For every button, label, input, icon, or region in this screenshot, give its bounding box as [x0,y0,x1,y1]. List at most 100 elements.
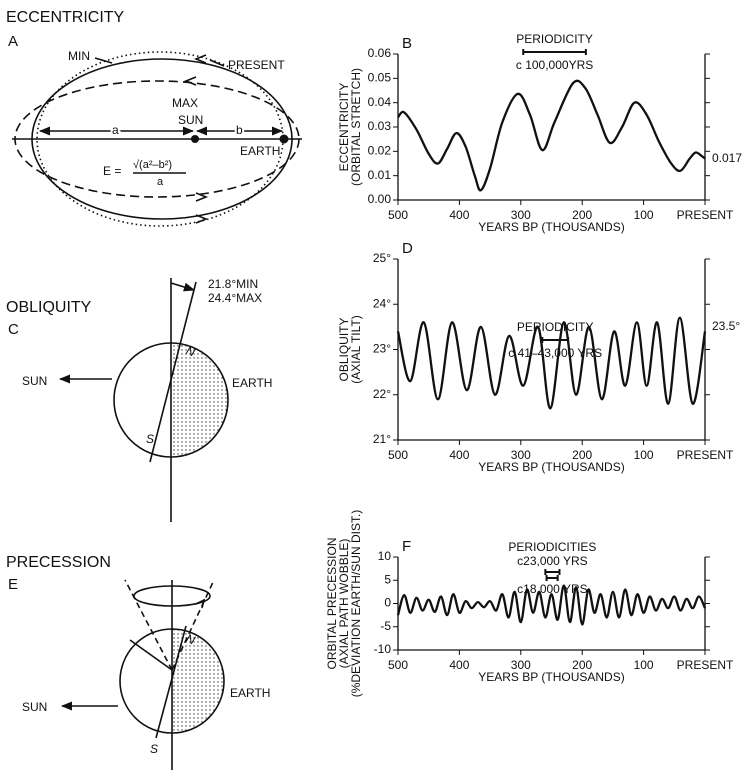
y-axis-label: (AXIAL TILT) [349,315,363,383]
y-axis-label: ECCENTRICITY [337,83,351,172]
x-tick-label: 100 [634,448,654,462]
periodicity-title: PERIODICITY [517,320,594,334]
cone-edge [171,579,215,671]
label: SUN [178,113,203,127]
x-axis-label: YEARS BP (THOUSANDS) [478,220,624,234]
x-tick-label: 300 [511,208,531,222]
y-axis-label: (%DEVIATION EARTH/SUN DIST.) [349,510,363,698]
night-side [171,343,228,457]
x-tick-label: 300 [511,658,531,672]
label: EARTH [230,686,270,700]
orbit-arrows [183,54,209,224]
y-tick-label: 21° [373,432,391,446]
y-tick-label: 25° [373,251,391,265]
period-label: c 41–43,000 YRS [508,346,602,360]
label: SUN [22,700,47,714]
wobble-path [133,585,211,607]
label: PRESENT [228,58,285,72]
x-axis-label: YEARS BP (THOUSANDS) [478,460,624,474]
precession-diagram: PRECESSION E N S SUN EARTH [6,554,270,770]
right-annotation: 0.017 [712,151,742,165]
x-tick-label: 300 [511,448,531,462]
tilt-axis [149,281,197,463]
y-tick-label: 0.06 [368,46,392,60]
eccentricity-diagram: ECCENTRICITY A MIN PRESENT MAX SUN a b E… [6,9,302,227]
y-tick-label: 0.05 [368,71,392,85]
tilt-axis [155,625,187,739]
y-tick-label: 0.02 [368,144,392,158]
x-tick-label: PRESENT [677,208,734,222]
y-tick-label: 5 [384,572,391,586]
formula: √(a²–b²) [133,159,172,171]
label: b [236,123,243,137]
y-tick-label: 24° [373,296,391,310]
y-axis-label: OBLIQUITY [337,317,351,381]
period-label: c 100,000YRS [516,58,593,72]
periodicity-title: PERIODICITY [516,32,593,46]
label: S [150,742,158,756]
angle-arrow [170,282,196,292]
y-tick-label: 0.03 [368,119,392,133]
tilt-line [129,639,173,671]
leader [94,57,113,64]
x-tick-label: PRESENT [677,448,734,462]
period-bar [522,49,587,55]
x-tick-label: 200 [572,448,592,462]
formula: E = [103,164,121,178]
section-title: PRECESSION [6,554,111,571]
y-axis-label: (AXIAL PATH WOBBLE) [337,539,351,669]
period-bar [544,569,561,575]
section-title: OBLIQUITY [6,299,92,316]
x-tick-label: 500 [388,658,408,672]
y-tick-label: 0.01 [368,168,392,182]
x-tick-label: PRESENT [677,658,734,672]
y-tick-label: 23° [373,342,391,356]
label: MIN [68,49,90,63]
x-tick-label: 400 [449,448,469,462]
earth-dot [279,134,289,144]
night-side [172,629,224,733]
label: a [112,123,119,137]
y-axis-label: (ORBITAL STRETCH) [349,68,363,186]
y-axis-label: ORBITAL PRECESSION [325,537,339,669]
x-tick-label: 400 [449,658,469,672]
data-line [396,316,707,410]
label: EARTH [240,144,280,158]
data-line [397,79,706,192]
y-tick-label: 0.04 [368,95,392,109]
periodicity-title: PERIODICITIES [508,540,596,554]
period-label: c23,000 YRS [517,554,588,568]
panel-letter: F [402,538,411,555]
period-bar [545,575,559,581]
period-label: c18,000 YRS [517,582,588,596]
label: 24.4°MAX [208,291,262,305]
x-tick-label: 100 [634,658,654,672]
y-tick-label: 22° [373,387,391,401]
leader [209,59,225,67]
sun-dot [191,135,199,143]
x-tick-label: 200 [572,658,592,672]
x-tick-label: 400 [449,208,469,222]
y-tick-label: 0 [384,596,391,610]
y-tick-label: -10 [374,642,392,656]
x-tick-label: 500 [388,208,408,222]
wobble-arrow [195,598,206,609]
section-title: ECCENTRICITY [6,9,125,26]
y-tick-label: -5 [380,619,391,633]
panel-letter: D [402,240,413,257]
right-annotation: 23.5° [712,319,740,333]
label: S [146,432,154,446]
obliquity-diagram: OBLIQUITY C 21.8°MIN 24.4°MAX N S SUN EA… [6,277,272,522]
label: EARTH [232,376,272,390]
panel-letter: E [8,576,18,593]
cone-edge [124,579,173,671]
y-tick-label: 10 [378,549,392,563]
x-axis-label: YEARS BP (THOUSANDS) [478,670,624,684]
label: 21.8°MIN [208,277,258,291]
data-line [396,584,707,626]
x-tick-label: 200 [572,208,592,222]
x-tick-label: 500 [388,448,408,462]
panel-letter: B [402,35,412,52]
y-tick-label: 0.00 [368,192,392,206]
formula: a [157,176,164,188]
